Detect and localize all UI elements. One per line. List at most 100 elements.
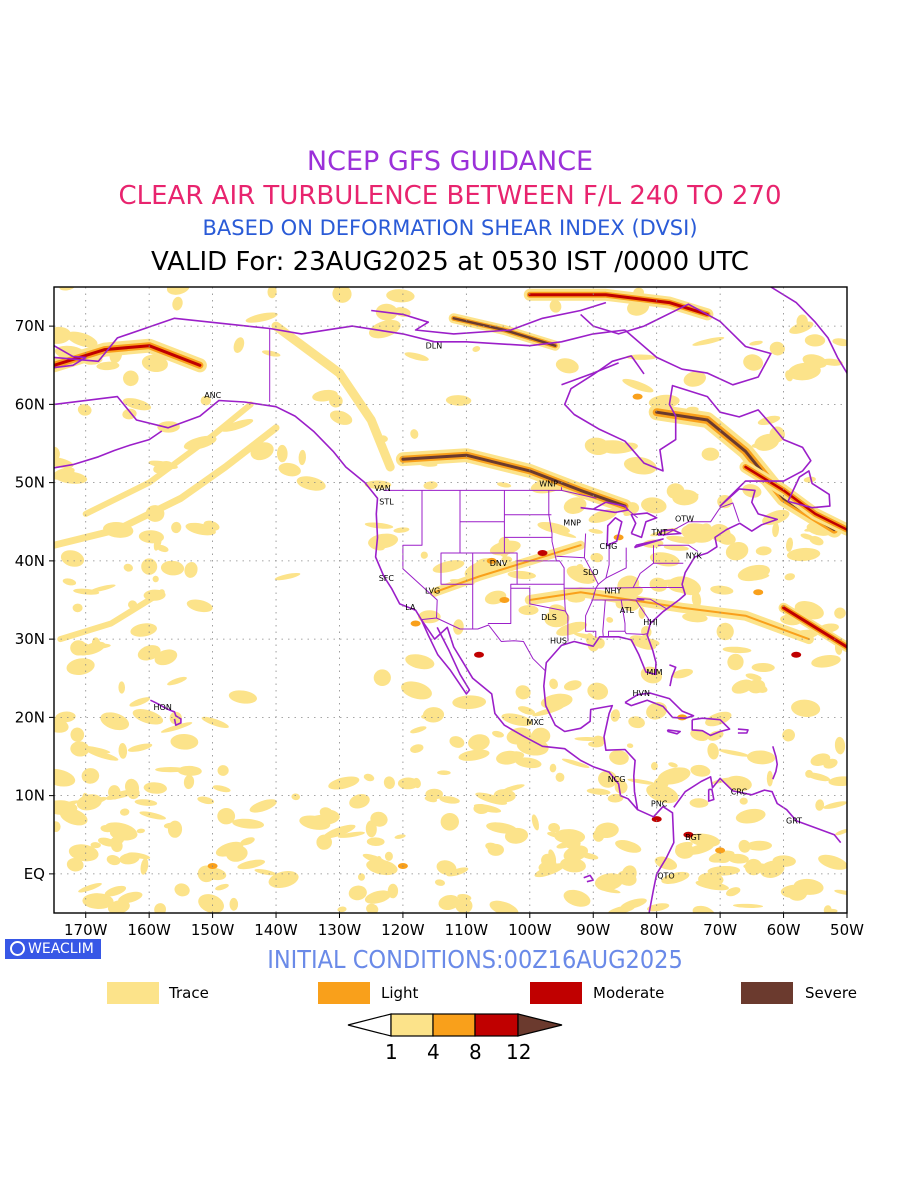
turbulence-trace-patch — [54, 467, 75, 480]
coastline-segment — [666, 729, 682, 735]
turbulence-spot-moderate — [791, 651, 802, 658]
turbulence-trace-patch — [563, 497, 587, 514]
turbulence-trace-patch — [757, 415, 781, 426]
lon-tick-label: 150W — [191, 921, 235, 939]
turbulence-trace-patch — [198, 894, 224, 913]
turbulence-band-moderate — [744, 465, 847, 531]
turbulence-band-light — [528, 591, 810, 641]
lon-tick-label: 130W — [318, 921, 362, 939]
political-boundary — [627, 509, 638, 519]
turbulence-spot-moderate — [537, 550, 548, 556]
turbulence-trace-patch — [228, 690, 257, 704]
legend-label-trace: Trace — [169, 984, 209, 1002]
lon-tick-label: 170W — [64, 921, 108, 939]
turbulence-trace-patch — [337, 831, 365, 838]
turbulence-trace-patch — [587, 682, 609, 700]
turbulence-trace-patch — [366, 859, 398, 876]
turbulence-trace-patch — [267, 287, 277, 299]
turbulence-trace-patch — [328, 776, 360, 790]
turbulence-trace-patch — [233, 337, 245, 353]
turbulence-trace-patch — [549, 299, 562, 313]
lon-tick-label: 60W — [767, 921, 801, 939]
turbulence-trace-patch — [217, 807, 236, 825]
turbulence-trace-patch — [437, 770, 451, 776]
turbulence-trace-patch — [70, 741, 90, 757]
turbulence-trace-patch — [722, 646, 752, 654]
turbulence-trace-patch — [628, 716, 645, 729]
turbulence-trace-patch — [563, 680, 582, 691]
turbulence-trace-patch — [169, 711, 182, 725]
coastline-segment — [542, 355, 812, 810]
colorbar-tick-1: 1 — [385, 1040, 398, 1064]
turbulence-trace-patch — [805, 769, 814, 778]
turbulence-trace-patch — [650, 762, 658, 771]
turbulence-trace-patch — [118, 743, 128, 759]
turbulence-band-moderate — [528, 293, 709, 316]
turbulence-trace-patch — [595, 822, 619, 839]
turbulence-trace-patch — [823, 801, 847, 809]
turbulence-trace-patch — [60, 550, 85, 567]
turbulence-trace-patch — [626, 743, 634, 749]
turbulence-trace-patch — [615, 840, 642, 853]
turbulence-trace-patch — [716, 622, 734, 641]
turbulence-trace-patch — [823, 758, 838, 769]
turbulence-trace-patch — [237, 859, 266, 870]
turbulence-trace-patch — [186, 599, 213, 613]
political-boundary — [602, 599, 606, 638]
turbulence-trace-patch — [683, 371, 706, 387]
turbulence-trace-patch — [78, 882, 102, 893]
turbulence-trace-patch — [823, 905, 832, 913]
turbulence-trace-patch — [804, 334, 826, 347]
city-label-tnt: TNT — [651, 528, 668, 537]
coastline-segment — [583, 874, 595, 883]
turbulence-trace-patch — [139, 811, 166, 820]
turbulence-trace-patch — [276, 444, 288, 463]
coastline-segment — [54, 430, 163, 469]
turbulence-trace-patch — [739, 797, 748, 805]
turbulence-trace-patch — [404, 352, 429, 361]
turbulence-trace-patch — [54, 768, 76, 787]
turbulence-trace-patch — [591, 440, 624, 450]
city-label-hon: HON — [154, 703, 172, 712]
turbulence-trace-patch — [152, 575, 159, 583]
turbulence-trace-patch — [594, 873, 624, 891]
turbulence-trace-patch — [701, 447, 720, 461]
turbulence-trace-patch — [329, 410, 353, 425]
turbulence-trace-patch — [386, 289, 415, 303]
city-label-atl: ATL — [620, 606, 635, 615]
turbulence-trace-patch — [86, 749, 119, 761]
turbulence-spot-light — [613, 534, 624, 541]
turbulence-trace-patch — [105, 822, 137, 838]
turbulence-trace-patch — [54, 326, 72, 344]
turbulence-trace-patch — [468, 734, 490, 751]
turbulence-trace-patch — [537, 521, 570, 534]
colorbar-bin-light — [432, 1013, 476, 1037]
turbulence-trace-patch — [832, 338, 847, 347]
initial-conditions: INITIAL CONDITIONS:00Z16AUG2025 — [267, 945, 683, 974]
turbulence-trace-patch — [690, 764, 711, 777]
turbulence-trace-patch — [472, 346, 481, 352]
turbulence-trace-patch — [646, 784, 679, 804]
turbulence-trace-patch — [489, 540, 521, 556]
turbulence-trace-patch — [732, 903, 764, 908]
turbulence-trace-patch — [818, 854, 847, 870]
city-label-mnp: MNP — [563, 519, 581, 528]
turbulence-trace-patch — [420, 551, 428, 559]
turbulence-trace-patch — [422, 707, 445, 723]
turbulence-trace-patch — [503, 784, 525, 792]
turbulence-trace-patch — [751, 662, 775, 673]
lat-tick-label: 60N — [15, 395, 45, 413]
turbulence-trace-patch — [449, 736, 465, 748]
weaclim-badge: WEACLIM — [5, 939, 101, 959]
turbulence-trace-patch — [772, 522, 780, 538]
turbulence-trace-patch — [548, 822, 560, 833]
city-label-crc: CRC — [731, 788, 748, 797]
turbulence-spot-light — [715, 847, 726, 854]
turbulence-trace-patch — [384, 851, 393, 861]
political-boundary — [487, 490, 518, 624]
turbulence-trace-patch — [249, 799, 277, 813]
turbulence-trace-patch — [106, 855, 121, 866]
lon-tick-label: 90W — [576, 921, 610, 939]
turbulence-trace-patch — [675, 842, 695, 859]
turbulence-trace-patch — [548, 604, 567, 618]
